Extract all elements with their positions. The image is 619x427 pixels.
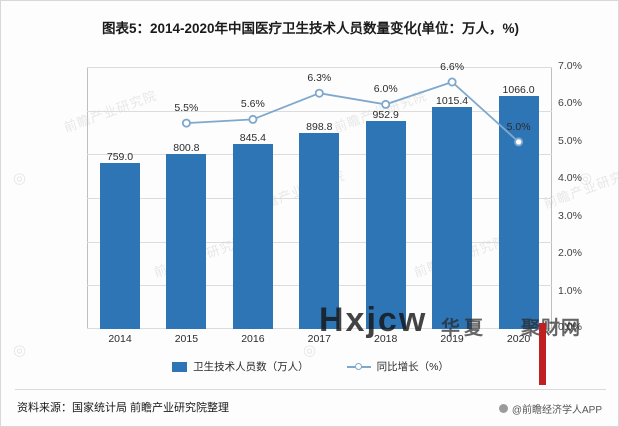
bar-value-label-2020: 1066.0 <box>502 84 535 97</box>
bar-2016[interactable] <box>232 144 273 329</box>
footer-divider <box>15 389 606 390</box>
y-axis-right-tick: 5.0% <box>558 134 582 147</box>
bar-value-label-2019: 1015.4 <box>436 95 469 108</box>
source-note: 资料来源：国家统计局 前瞻产业研究院整理 <box>17 402 230 414</box>
y-axis-right-tick: 4.0% <box>558 172 582 185</box>
x-tick-2018: 2018 <box>374 333 398 345</box>
growth-label-2020: 5.0% <box>506 121 531 133</box>
y-axis-right-tick: 1.0% <box>558 284 582 297</box>
legend-label-bar: 卫生技术人员数（万人） <box>193 361 309 373</box>
watermark-text: 前瞻产业研究院 <box>541 163 619 212</box>
chart-legend: 卫生技术人员数（万人） 同比增长（%） <box>1 359 619 374</box>
growth-label-2019: 6.6% <box>440 61 465 73</box>
growth-label-2017: 6.3% <box>307 72 332 84</box>
growth-line-series <box>181 77 524 147</box>
legend-item-bar[interactable]: 卫生技术人员数（万人） <box>172 359 309 374</box>
gridline <box>87 67 552 68</box>
y-axis-right-tick: 3.0% <box>558 209 582 222</box>
legend-line-swatch-icon <box>346 362 371 372</box>
bar-value-label-2015: 800.8 <box>173 142 200 155</box>
chart-title: 图表5：2014-2020年中国医疗卫生技术人员数量变化(单位：万人，%) <box>101 21 520 36</box>
x-tick-2020: 2020 <box>506 333 531 345</box>
x-axis: 2014 2015 2016 2017 2018 2019 2020 <box>87 331 552 351</box>
footer-attribution-label: @前瞻经济学人APP <box>511 405 602 416</box>
footer-attribution: @前瞻经济学人APP <box>498 401 602 416</box>
plot-area: 1200.0 1000.0 800.0 600.0 400.0 200.0 0.… <box>87 60 582 333</box>
bar-value-label-2016: 845.4 <box>239 132 267 145</box>
gridline <box>87 110 552 112</box>
bar-2020[interactable] <box>498 96 539 329</box>
y-axis-right-tick: 7.0% <box>558 60 582 72</box>
y-axis-right-tick: 6.0% <box>558 97 582 110</box>
bar-2014[interactable] <box>100 163 140 329</box>
x-tick-2015: 2015 <box>174 333 199 345</box>
y-axis-right-tick: 2.0% <box>558 247 582 260</box>
growth-label-2016: 5.6% <box>240 98 265 110</box>
growth-label-2018: 6.0% <box>373 83 398 95</box>
bar-value-label-2018: 952.9 <box>372 109 399 121</box>
growth-label-2015: 5.5% <box>174 102 199 114</box>
y-axis-right-tick: 0.0% <box>558 321 582 333</box>
bar-2019[interactable] <box>432 107 473 329</box>
bar-2018[interactable] <box>365 121 406 329</box>
x-tick-2014: 2014 <box>108 333 132 345</box>
x-tick-2019: 2019 <box>440 333 464 345</box>
legend-label-line: 同比增长（%） <box>376 361 449 373</box>
watermark-logo-icon: ◎ <box>13 170 27 187</box>
app-logo-icon <box>498 404 508 413</box>
legend-bar-swatch-icon <box>172 361 188 372</box>
legend-item-line[interactable]: 同比增长（%） <box>346 359 449 374</box>
x-tick-2017: 2017 <box>307 333 331 345</box>
x-tick-2016: 2016 <box>241 333 265 345</box>
bar-value-label-2014: 759.0 <box>106 151 134 164</box>
bar-2017[interactable] <box>299 132 340 329</box>
watermark-logo-icon: ◎ <box>13 342 27 359</box>
bar-2015[interactable] <box>166 154 207 329</box>
bar-value-label-2017: 898.8 <box>306 120 333 133</box>
